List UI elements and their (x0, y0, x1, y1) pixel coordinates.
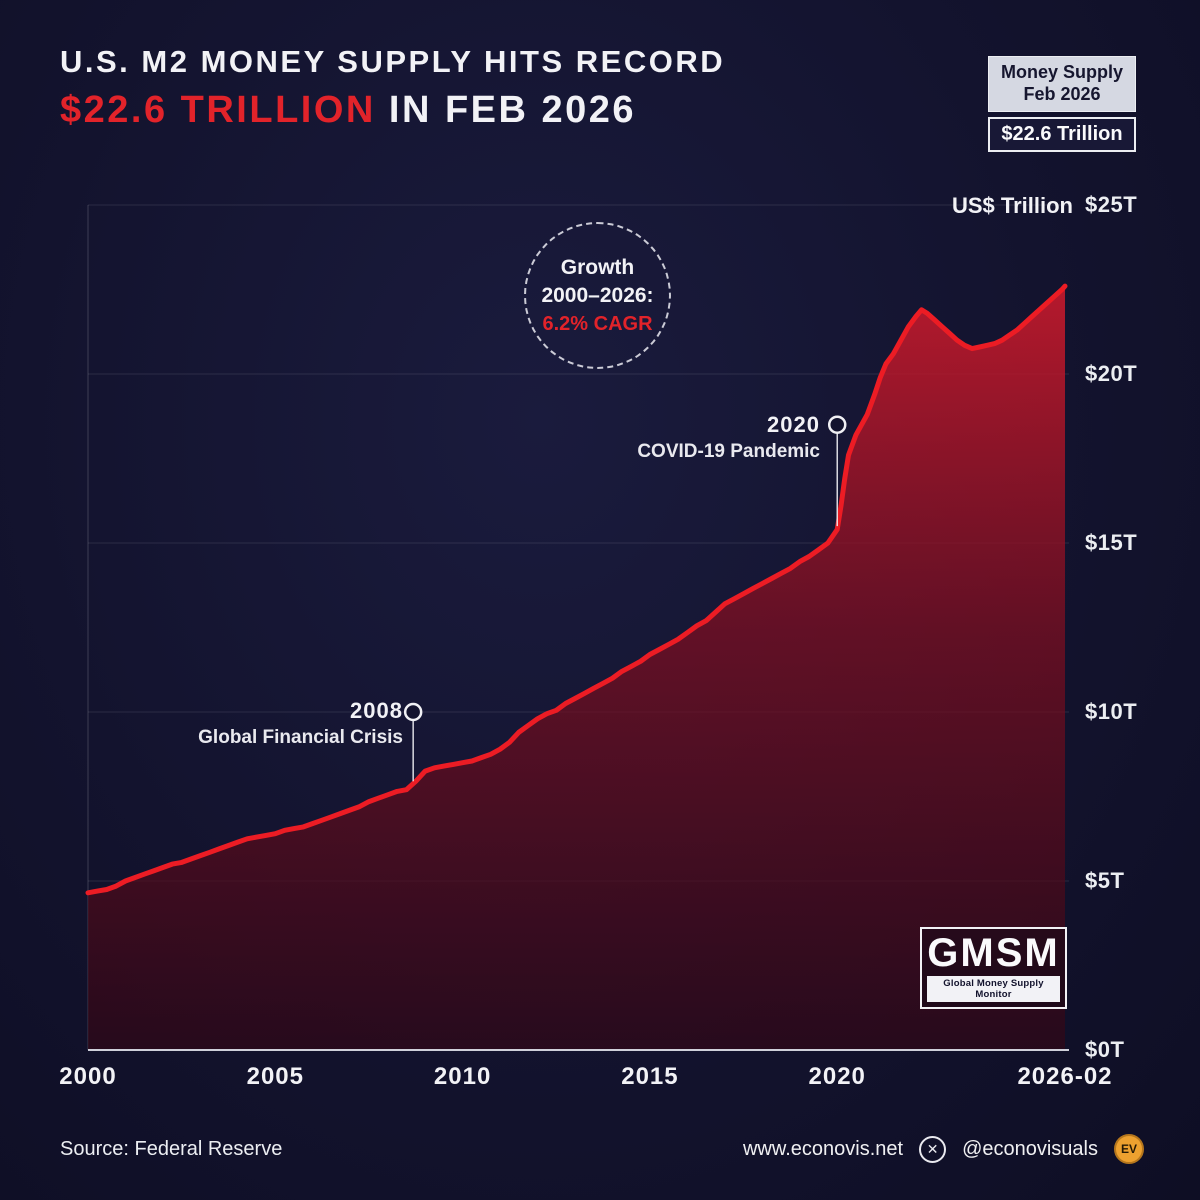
badge-label-line1: Money Supply (1000, 62, 1123, 82)
covid-annotation-year: 2020 (767, 412, 820, 437)
growth-callout-line1: Growth (560, 256, 635, 280)
m2-line (85, 283, 1068, 896)
covid-event-marker (827, 415, 847, 434)
gmsm-logo: GMSM Global Money Supply Monitor (920, 927, 1067, 1009)
covid-annotation-label: COVID-19 Pandemic (637, 441, 820, 462)
gfc-annotation-year: 2008 (350, 698, 403, 723)
website-link[interactable]: www.econovis.net (742, 1137, 904, 1160)
money-supply-badge: Money Supply Feb 2026 $22.6 Trillion (988, 56, 1136, 152)
source-credit: Source: Federal Reserve (60, 1138, 283, 1160)
badge-label: Money Supply Feb 2026 (988, 56, 1136, 112)
title-amount: $22.6 TRILLION (60, 89, 376, 131)
badge-value: $22.6 Trillion (988, 116, 1136, 152)
title-rest: IN FEB 2026 (375, 89, 637, 131)
page-title: U.S. M2 MONEY SUPPLY HITS RECORD $22.6 T… (60, 44, 725, 132)
gfc-annotation-label: Global Financial Crisis (198, 727, 403, 748)
growth-callout-cagr: 6.2% CAGR (542, 312, 653, 335)
x-twitter-icon[interactable]: ✕ (919, 1135, 947, 1163)
covid-annotation: 2020 COVID-19 Pandemic (520, 412, 820, 463)
m2-area-fill (88, 286, 1065, 1051)
gfc-event-marker (403, 702, 423, 722)
growth-callout-line2: 2000–2026: (541, 283, 654, 307)
footer-links: www.econovis.net ✕ @econovisuals EV (743, 1134, 1144, 1164)
title-line1: U.S. M2 MONEY SUPPLY HITS RECORD (60, 44, 726, 79)
title-line2: $22.6 TRILLION IN FEB 2026 (60, 89, 725, 132)
gmsm-logo-name: GMSM (927, 931, 1060, 975)
social-handle[interactable]: @econovisuals (962, 1137, 1098, 1160)
growth-cagr-callout: Growth 2000–2026: 6.2% CAGR (524, 222, 671, 369)
badge-label-line2: Feb 2026 (1023, 83, 1101, 104)
gfc-annotation: 2008 Global Financial Crisis (120, 698, 403, 749)
econovisuals-logo-icon: EV (1114, 1134, 1144, 1164)
gmsm-logo-subtitle: Global Money Supply Monitor (927, 975, 1060, 1002)
